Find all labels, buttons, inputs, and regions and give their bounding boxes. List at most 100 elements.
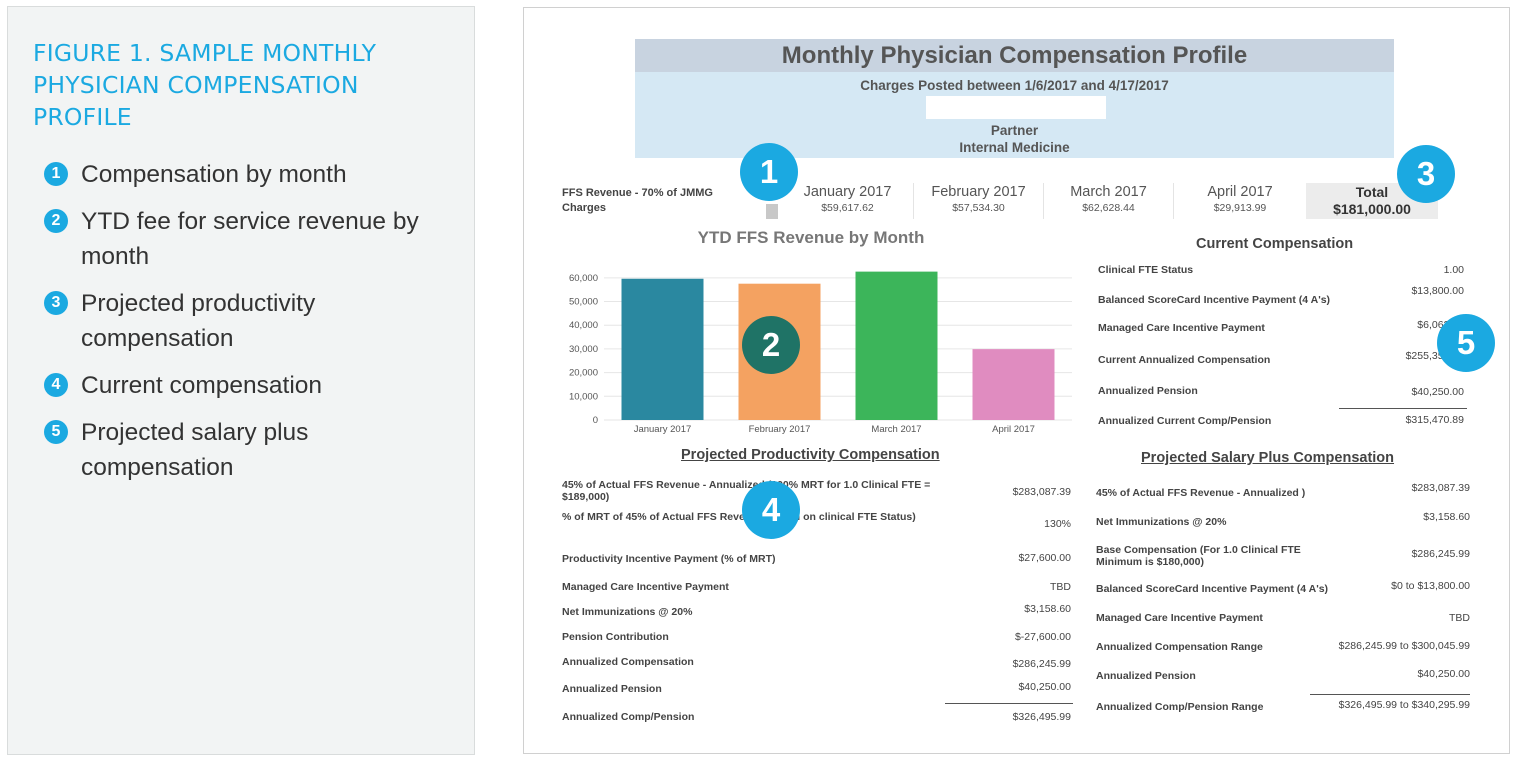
- compensation-report: Monthly Physician Compensation Profile C…: [523, 7, 1510, 754]
- productivity-row-label: 45% of Actual FFS Revenue - Annualized (…: [562, 479, 931, 503]
- report-header-info: Charges Posted between 1/6/2017 and 4/17…: [635, 72, 1394, 158]
- salary-row-value: TBD: [1449, 612, 1470, 624]
- figure-caption-panel: FIGURE 1. SAMPLE MONTHLY PHYSICIAN COMPE…: [7, 6, 475, 755]
- y-tick-label: 40,000: [569, 320, 598, 331]
- salary-row-value: $3,158.60: [1423, 511, 1470, 523]
- productivity-row-value: $283,087.39: [1012, 486, 1071, 498]
- month-column: February 2017 $57,534.30: [914, 183, 1044, 219]
- sum-rule: [1339, 408, 1467, 409]
- productivity-row-label: Annualized Comp/Pension: [562, 711, 695, 723]
- physician-department: Internal Medicine: [959, 140, 1070, 155]
- legend-item: 5 Projected salary plus compensation: [44, 415, 464, 485]
- productivity-row-label: Annualized Compensation: [562, 656, 694, 668]
- legend-item: 2 YTD fee for service revenue by month: [44, 204, 464, 274]
- month-name: January 2017: [803, 184, 892, 200]
- month-value: $59,617.62: [821, 202, 874, 214]
- current-row-label: Clinical FTE Status: [1098, 264, 1194, 276]
- salary-row-value: $286,245.99 to $300,045.99: [1338, 640, 1470, 652]
- ffs-revenue-label: FFS Revenue - 70% of JMMG Charges: [562, 187, 713, 214]
- x-tick-label: March 2017: [871, 424, 921, 435]
- current-row-value: $40,250.00: [1411, 386, 1464, 398]
- legend-item: 4 Current compensation: [44, 368, 464, 403]
- legend-number-badge: 4: [44, 373, 68, 397]
- legend-number-badge: 1: [44, 162, 68, 186]
- y-tick-label: 0: [593, 415, 598, 426]
- row-marker: [766, 204, 778, 219]
- salary-row-label: Net Immunizations @ 20%: [1096, 516, 1227, 528]
- physician-name-redacted: [926, 96, 1106, 119]
- month-column: January 2017 $59,617.62: [782, 183, 914, 219]
- salary-row-label: Base Compensation (For 1.0 Clinical FTE …: [1096, 544, 1301, 568]
- productivity-row-label: Managed Care Incentive Payment: [562, 581, 729, 593]
- report-title: Monthly Physician Compensation Profile: [635, 39, 1394, 72]
- sum-rule: [1310, 694, 1470, 695]
- productivity-row-label: Annualized Pension: [562, 683, 662, 695]
- chart-title: YTD FFS Revenue by Month: [697, 228, 925, 247]
- figure-title: FIGURE 1. SAMPLE MONTHLY PHYSICIAN COMPE…: [33, 39, 377, 131]
- month-value: $57,534.30: [952, 202, 1005, 214]
- current-row-label: Balanced ScoreCard Incentive Payment (4 …: [1098, 294, 1331, 306]
- callout-badge-3: 3: [1397, 145, 1455, 203]
- current-row-value: $13,800.00: [1411, 285, 1464, 297]
- current-row-label: Annualized Pension: [1098, 385, 1198, 397]
- productivity-row-label: % of MRT of 45% of Actual FFS Revenue (b…: [562, 511, 916, 523]
- salary-row-label: Annualized Compensation Range: [1096, 641, 1263, 653]
- legend-item: 3 Projected productivity compensation: [44, 286, 464, 356]
- productivity-row-label: Productivity Incentive Payment (% of MRT…: [562, 553, 776, 565]
- charges-posted-range: Charges Posted between 1/6/2017 and 4/17…: [860, 78, 1169, 93]
- figure-legend: 1 Compensation by month 2 YTD fee for serv…: [44, 157, 464, 497]
- productivity-row-label: Pension Contribution: [562, 631, 669, 643]
- projected-productivity-title: Projected Productivity Compensation: [681, 447, 940, 463]
- total-value: $181,000.00: [1333, 201, 1411, 217]
- productivity-row-value: 130%: [1044, 518, 1071, 530]
- month-column: April 2017 $29,913.99: [1174, 183, 1306, 219]
- legend-text: Compensation by month: [81, 161, 347, 188]
- month-name: February 2017: [931, 184, 1026, 200]
- salary-row-value: $283,087.39: [1411, 482, 1470, 494]
- legend-text: Current compensation: [81, 372, 323, 399]
- y-tick-label: 50,000: [569, 297, 598, 308]
- projected-salary-plus-title: Projected Salary Plus Compensation: [1141, 450, 1395, 466]
- legend-number-badge: 3: [44, 291, 68, 315]
- salary-row-value: $0 to $13,800.00: [1391, 580, 1470, 592]
- x-tick-label: January 2017: [634, 424, 692, 435]
- x-tick-label: February 2017: [749, 424, 811, 435]
- salary-row-label: Balanced ScoreCard Incentive Payment (4 …: [1096, 583, 1329, 595]
- productivity-row-value: $286,245.99: [1012, 658, 1071, 670]
- salary-row-value: $40,250.00: [1417, 668, 1470, 680]
- total-label: Total: [1355, 184, 1389, 200]
- current-compensation-title: Current Compensation: [1196, 236, 1354, 252]
- x-tick-label: April 2017: [992, 424, 1035, 435]
- callout-badge-5: 5: [1437, 314, 1495, 372]
- bar-january-2017: [621, 278, 704, 420]
- y-tick-label: 60,000: [569, 273, 598, 284]
- month-value: $62,628.44: [1082, 202, 1135, 214]
- legend-text: Projected productivity compensation: [81, 290, 316, 352]
- legend-item: 1 Compensation by month: [44, 157, 464, 192]
- callout-badge-4: 4: [742, 481, 800, 539]
- bar-april-2017: [972, 349, 1055, 420]
- current-row-label: Current Annualized Compensation: [1098, 354, 1271, 366]
- salary-row-label: 45% of Actual FFS Revenue - Annualized ): [1096, 487, 1306, 499]
- y-tick-label: 30,000: [569, 344, 598, 355]
- productivity-row-value: $40,250.00: [1018, 681, 1071, 693]
- bar-march-2017: [855, 271, 938, 420]
- month-name: April 2017: [1207, 184, 1273, 200]
- current-row-value: 1.00: [1443, 264, 1464, 276]
- salary-row-label: Managed Care Incentive Payment: [1096, 612, 1263, 624]
- ytd-ffs-bar-chart: 60,000 50,000 40,000 30,000 20,000 10,000 0 Jan…: [569, 271, 1072, 435]
- callout-badge-1: 1: [740, 143, 798, 201]
- productivity-row-label: Net Immunizations @ 20%: [562, 606, 693, 618]
- salary-row-value: $326,495.99 to $340,295.99: [1338, 699, 1470, 711]
- legend-number-badge: 5: [44, 420, 68, 444]
- month-column: March 2017 $62,628.44: [1044, 183, 1174, 219]
- productivity-row-value: TBD: [1050, 581, 1071, 593]
- current-row-value: $315,470.89: [1405, 414, 1464, 426]
- current-row-label: Managed Care Incentive Payment: [1098, 322, 1265, 334]
- callout-badge-2: 2: [742, 316, 800, 374]
- productivity-row-value: $3,158.60: [1024, 603, 1071, 615]
- productivity-row-value: $326,495.99: [1012, 711, 1071, 723]
- y-tick-label: 20,000: [569, 368, 598, 379]
- current-row-label: Annualized Current Comp/Pension: [1098, 415, 1272, 427]
- physician-role: Partner: [990, 123, 1039, 138]
